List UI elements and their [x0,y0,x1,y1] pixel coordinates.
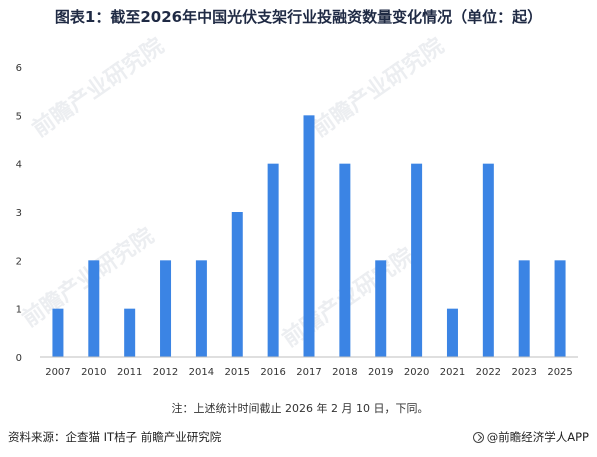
source-text: 资料来源：企查猫 IT桔子 前瞻产业研究院 [8,430,222,444]
bar-2011 [124,308,136,357]
x-tick-label: 2007 [45,367,70,378]
footer: 资料来源：企查猫 IT桔子 前瞻产业研究院 @前瞻经济学人APP [0,427,597,457]
bar-2021 [446,308,458,357]
y-tick-label: 2 [16,256,22,267]
x-tick-label: 2015 [225,367,250,378]
bar-2017 [303,115,315,357]
bar-2019 [375,260,387,357]
bar-2022 [482,163,494,357]
bar-2018 [339,163,351,357]
bar-2016 [267,163,279,357]
y-tick-label: 5 [16,111,22,122]
bar-2014 [195,260,207,357]
bar-2025 [554,260,566,357]
y-tick-label: 3 [16,208,22,219]
y-tick-label: 6 [16,63,22,74]
brand: @前瞻经济学人APP [472,429,589,445]
x-tick-label: 2018 [332,367,357,378]
brand-text: @前瞻经济学人APP [486,430,589,444]
x-tick-label: 2014 [189,367,214,378]
bar-chart: 0 1 2 3 4 5 6 2007 2010 2011 2012 2014 2015 2016 2017… [16,63,578,415]
x-tick-label: 2010 [81,367,106,378]
y-tick-label: 4 [16,160,22,171]
chart-note: 注：上述统计时间截止 2026 年 2 月 10 日，下同。 [172,401,429,415]
x-tick-label: 2011 [117,367,142,378]
x-tick-label: 2016 [260,367,285,378]
x-tick-label: 2012 [153,367,178,378]
x-tick-label: 2022 [476,367,501,378]
bar-2010 [88,260,100,357]
chart-title: 图表1：截至2026年中国光伏支架行业投融资数量变化情况（单位：起） [54,8,543,26]
x-tick-label: 2019 [368,367,393,378]
y-tick-label: 0 [16,353,22,364]
bar-2007 [52,308,64,357]
x-tick-label: 2025 [547,367,572,378]
brand-logo-icon [472,432,484,443]
bar-2015 [231,212,243,357]
bars [52,115,566,357]
x-tick-label: 2023 [511,367,536,378]
x-tick-label: 2017 [296,367,321,378]
x-axis: 2007 2010 2011 2012 2014 2015 2016 2017 2018 2019… [40,356,578,378]
bar-2020 [411,163,423,357]
bar-2023 [518,260,530,357]
x-tick-label: 2020 [404,367,429,378]
x-tick-label: 2021 [440,367,465,378]
y-axis: 0 1 2 3 4 5 6 [16,63,22,364]
y-tick-label: 1 [16,305,22,316]
bar-2012 [160,260,172,357]
